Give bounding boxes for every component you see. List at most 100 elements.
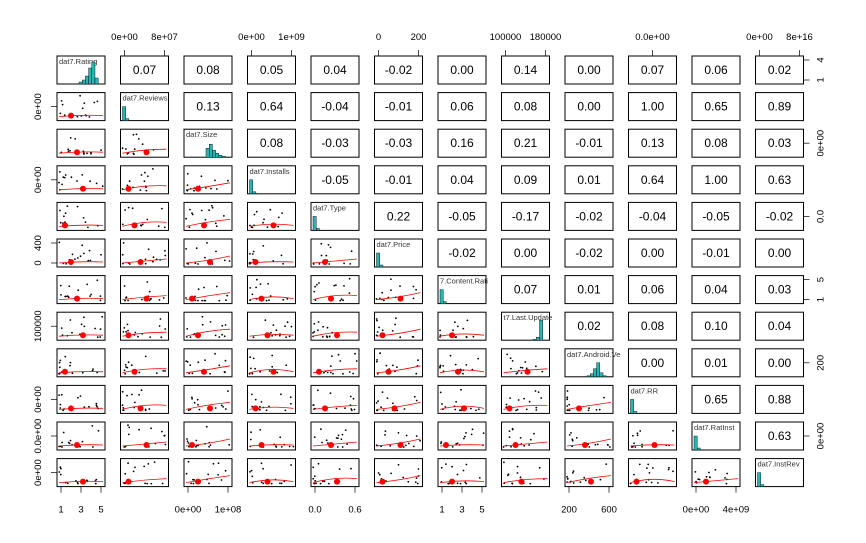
scatter-point-10-5-2 [407,442,410,445]
scatter-point-10-2-6 [186,438,188,440]
scatter-point-2-0-8 [74,138,77,140]
smooth-line-4-2 [185,219,231,227]
scatter-point-11-6-0 [464,481,467,484]
variable-label-7: t7.Last.Update [504,313,553,322]
scatter-point-7-5-11 [394,323,396,326]
scatter-point-10-8-4 [594,443,597,446]
scatter-point-11-1-9 [153,461,156,463]
histogram-bar-0-5 [94,77,99,85]
scatter-point-9-1-0 [134,401,136,404]
density-center-9-1 [137,405,144,412]
scatter-point-4-3-4 [277,225,280,228]
scatter-point-11-1-8 [150,482,153,485]
scatter-point-11-8-3 [572,482,575,484]
smooth-line-11-10 [693,478,739,483]
scatter-point-9-0-0 [88,405,90,408]
panel-frame-2-4 [310,128,360,158]
correlation-value-3-8: 0.01 [577,173,601,187]
panel-frame-5-6 [437,238,487,268]
scatter-point-6-2-7 [194,299,197,302]
panel-frame-6-6 [437,275,487,305]
scatter-point-10-4-12 [320,428,322,431]
smooth-line-3-2 [185,182,231,191]
scatter-point-8-3-4 [250,367,252,370]
scatter-point-5-2-4 [206,242,208,244]
scatter-point-11-4-1 [317,462,320,465]
scatter-point-8-0-7 [59,359,62,362]
scatter-point-10-2-1 [187,442,190,444]
smooth-line-10-5 [376,438,421,447]
scatter-point-11-2-0 [220,479,223,481]
scatter-point-10-4-0 [341,446,344,448]
scatter-point-9-7-10 [535,409,538,411]
histogram-bar-11-0 [757,472,761,487]
scatter-point-3-0-13 [62,176,65,179]
smooth-line-7-3 [249,334,294,337]
scatter-point-10-8-9 [571,439,574,442]
scatter-point-7-0-8 [99,328,102,330]
scatter-point-7-3-12 [272,324,275,326]
scatter-point-10-7-3 [508,430,511,432]
axis-label-top-5-1: 8e+16 [786,32,813,43]
panel-frame-7-6 [437,311,487,341]
scatter-point-2-1-9 [121,147,124,150]
scatter-point-9-5-9 [415,399,418,402]
scatter-point-9-7-4 [509,397,511,399]
correlation-value-3-9: 0.64 [641,173,665,187]
scatter-point-10-0-13 [62,431,65,434]
scatter-point-10-6-12 [455,443,458,445]
smooth-line-9-8 [566,402,612,410]
correlation-value-0-3: 0.05 [260,63,284,77]
scatter-point-8-1-9 [130,364,133,367]
panel-frame-0-1 [120,55,169,85]
scatter-point-7-3-6 [252,336,255,339]
panel-frame-4-10 [691,201,741,231]
scatter-point-6-2-9 [203,286,205,289]
scatter-point-2-0-0 [69,149,71,152]
scatter-point-11-5-2 [402,476,405,479]
histogram-bar-8-3 [596,362,600,377]
scatter-point-11-9-4 [650,481,653,484]
scatter-point-5-4-6 [350,250,353,253]
scatter-point-5-2-11 [187,263,190,265]
scatter-point-11-3-4 [249,470,251,473]
scatter-point-5-4-8 [318,263,321,265]
smooth-line-7-4 [312,331,358,337]
scatter-point-9-4-10 [344,407,346,409]
axis-label-top-5-0: 0e+00 [746,32,773,43]
scatter-point-5-3-3 [282,262,284,265]
scatter-point-9-4-12 [317,389,319,392]
correlation-value-10-11: 0.63 [768,429,792,443]
axis-label-right-1-0: 0e+00 [816,130,827,157]
correlation-value-1-2: 0.13 [196,100,220,114]
axis-label-right-0-1: 4 [816,57,827,62]
scatter-point-11-7-8 [516,472,519,474]
scatter-point-11-7-12 [516,465,519,468]
scatter-point-10-7-13 [511,427,514,430]
correlation-value-0-6: 0.00 [450,63,474,77]
axis-label-left-1-0: 0e+00 [33,166,44,193]
axis-label-bottom-1-1: 1e+08 [215,505,242,516]
correlation-value-8-11: 0.00 [768,356,792,370]
scatter-point-10-8-12 [575,437,578,439]
panel-frame-3-5 [374,165,423,195]
histogram-bar-7-3 [532,339,537,341]
scatter-point-9-0-13 [60,393,63,396]
scatter-point-4-0-12 [87,226,89,229]
scatter-point-4-3-11 [253,213,256,216]
scatter-point-6-4-8 [318,282,320,284]
scatter-point-11-5-6 [416,482,419,485]
scatter-point-7-1-10 [122,331,125,333]
scatter-point-9-3-13 [251,393,253,396]
scatter-point-10-9-2 [639,430,642,432]
scatter-point-11-9-0 [657,482,659,484]
scatter-point-7-1-0 [158,325,161,327]
scatter-point-8-6-12 [439,366,441,369]
scatter-point-11-3-11 [279,482,281,485]
correlation-value-1-6: 0.06 [450,100,474,114]
scatter-point-8-2-4 [218,364,221,367]
scatter-point-4-2-12 [189,208,191,211]
scatter-point-11-3-10 [260,462,263,465]
scatter-point-4-2-13 [215,225,218,228]
scatter-point-10-2-7 [195,439,198,442]
